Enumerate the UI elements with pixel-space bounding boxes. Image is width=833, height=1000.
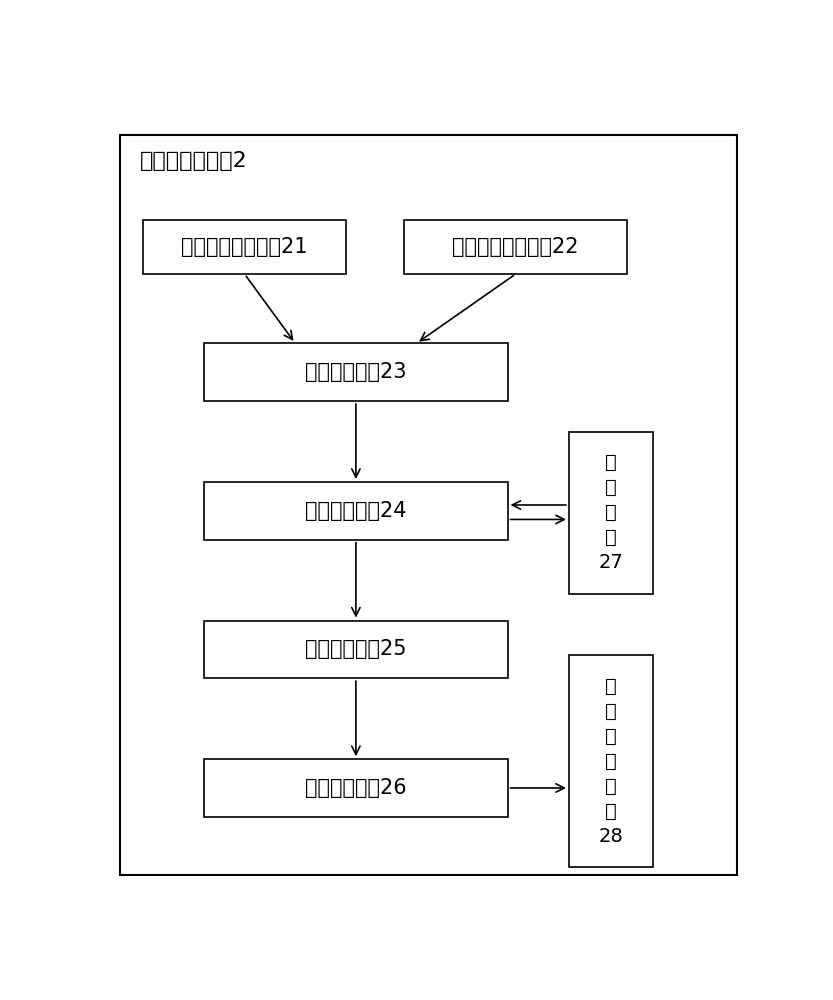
Bar: [204, 759, 507, 817]
Text: 数
据
传
导
模
块
28: 数 据 传 导 模 块 28: [599, 677, 623, 846]
Bar: [404, 220, 627, 274]
Text: 转速负荷测试模块21: 转速负荷测试模块21: [182, 237, 307, 257]
Text: 数据处理模块23: 数据处理模块23: [305, 362, 407, 382]
Bar: [204, 620, 507, 678]
Text: 数据标记模块26: 数据标记模块26: [305, 778, 407, 798]
Bar: [569, 655, 653, 867]
Text: 数据对比模块24: 数据对比模块24: [305, 501, 407, 521]
Bar: [143, 220, 347, 274]
Bar: [204, 482, 507, 540]
Bar: [204, 343, 507, 401]
Text: 汽轮机控制系统2: 汽轮机控制系统2: [140, 151, 247, 171]
Text: 数据分析模块25: 数据分析模块25: [305, 639, 407, 659]
Text: 存
储
模
块
27: 存 储 模 块 27: [599, 453, 623, 572]
Bar: [569, 432, 653, 594]
Text: 输出功率测试模块22: 输出功率测试模块22: [452, 237, 579, 257]
